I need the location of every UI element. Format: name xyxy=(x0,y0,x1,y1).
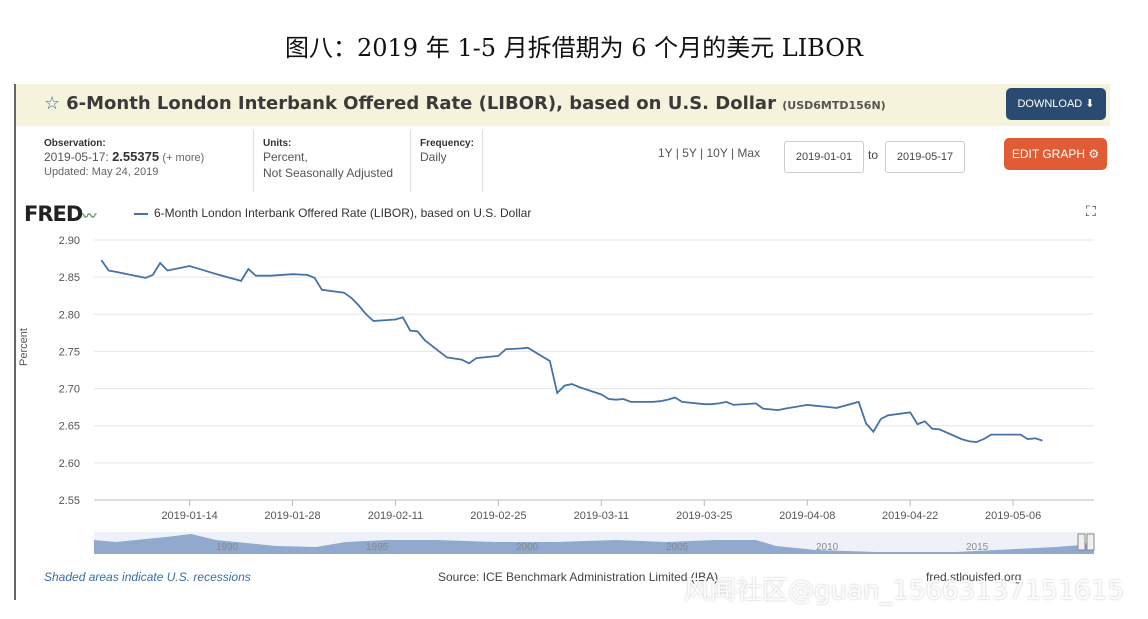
navigator-handle[interactable] xyxy=(1086,533,1095,551)
site-link[interactable]: fred.stlouisfed.org xyxy=(926,570,1022,584)
fred-logo-graph-icon: 〰 xyxy=(82,209,96,225)
navigator-history-area xyxy=(94,534,1094,554)
to-label: to xyxy=(868,148,879,162)
page-title: 图八：2019 年 1-5 月拆借期为 6 个月的美元 LIBOR xyxy=(284,34,863,62)
y-tick-label: 2.90 xyxy=(59,235,80,247)
y-tick-label: 2.65 xyxy=(59,421,80,433)
legend-label: 6-Month London Interbank Offered Rate (L… xyxy=(154,206,532,220)
updated-date: Updated: May 24, 2019 xyxy=(44,166,159,178)
x-tick-label: 2019-04-08 xyxy=(779,510,835,522)
series-title: ☆ 6-Month London Interbank Offered Rate (… xyxy=(44,93,886,114)
fred-logo[interactable]: FRED〰 xyxy=(24,202,96,226)
end-date-input[interactable]: 2019-05-17 xyxy=(885,141,965,173)
source-text: Source: ICE Benchmark Administration Lim… xyxy=(438,570,719,584)
plot-background xyxy=(94,240,1094,500)
y-tick-label: 2.70 xyxy=(59,384,80,396)
x-tick-label: 2019-02-11 xyxy=(368,510,423,522)
observation-label: Observation: xyxy=(44,138,106,149)
x-tick-label: 2019-01-14 xyxy=(161,510,217,522)
y-tick-label: 2.85 xyxy=(59,272,80,284)
divider xyxy=(482,130,483,192)
navigator-year-label: 2010 xyxy=(816,542,839,553)
series-code: (USD6MTD156N) xyxy=(782,99,886,112)
observation-block: Observation: 2019-05-17: 2.55375 (+ more… xyxy=(44,138,204,178)
x-tick-label: 2019-03-11 xyxy=(574,510,629,522)
expand-icon[interactable]: ⛶ xyxy=(1086,204,1096,220)
frequency-value: Daily xyxy=(420,150,447,164)
y-tick-label: 2.55 xyxy=(59,495,80,507)
navigator-year-label: 2015 xyxy=(966,542,989,553)
navigator-year-label: 1990 xyxy=(216,542,239,553)
units-line1: Percent, xyxy=(263,150,308,164)
navigator-year-label: 2000 xyxy=(516,542,539,553)
fred-logo-text: FRED xyxy=(24,202,83,226)
legend-swatch xyxy=(134,212,148,215)
y-tick-label: 2.75 xyxy=(59,346,80,358)
units-line2: Not Seasonally Adjusted xyxy=(263,166,394,180)
star-icon[interactable]: ☆ xyxy=(44,93,61,114)
y-tick-label: 2.60 xyxy=(59,458,80,470)
navigator-year-label: 2005 xyxy=(666,542,689,553)
x-tick-label: 2019-02-25 xyxy=(470,510,526,522)
divider xyxy=(410,130,411,192)
x-tick-label: 2019-03-25 xyxy=(676,510,732,522)
observation-more-link[interactable]: (+ more) xyxy=(162,152,205,164)
edit-graph-button[interactable]: EDIT GRAPH ⚙ xyxy=(1004,138,1107,170)
range-links[interactable]: 1Y | 5Y | 10Y | Max xyxy=(658,146,761,160)
recession-note: Shaded areas indicate U.S. recessions xyxy=(44,570,251,584)
navigator-handle[interactable] xyxy=(1077,533,1086,551)
units-label: Units: xyxy=(263,138,292,149)
observation-date: 2019-05-17: xyxy=(44,150,109,164)
line-chart: 2.55 2.60 2.65 2.70 2.75 2.80 2.85 2.90 2019-01… xyxy=(59,235,1095,554)
observation-value: 2.55375 xyxy=(112,149,160,164)
units-block: Units: Percent, Not Seasonally Adjusted xyxy=(263,138,393,181)
series-title-text: 6-Month London Interbank Offered Rate (L… xyxy=(66,93,776,114)
divider xyxy=(253,130,254,192)
frequency-label: Frequency: xyxy=(420,138,474,149)
chart-legend: 6-Month London Interbank Offered Rate (L… xyxy=(134,206,531,220)
fred-graph-panel: ☆ 6-Month London Interbank Offered Rate (… xyxy=(14,84,1110,600)
x-tick-label: 2019-01-28 xyxy=(264,510,320,522)
series-header: ☆ 6-Month London Interbank Offered Rate (… xyxy=(16,84,1110,126)
download-button[interactable]: DOWNLOAD ⬇ xyxy=(1006,88,1106,120)
x-tick-label: 2019-04-22 xyxy=(882,510,938,522)
range-navigator[interactable]: 1990 1995 2000 2005 2010 2015 xyxy=(94,532,1095,554)
y-tick-label: 2.80 xyxy=(59,309,80,321)
watermark-text: 风闻社区@guan_15663137151615 xyxy=(684,576,1124,606)
start-date-input[interactable]: 2019-01-01 xyxy=(784,141,864,173)
frequency-block: Frequency: Daily xyxy=(420,138,474,165)
series-line xyxy=(100,259,1043,444)
x-tick-label: 2019-05-06 xyxy=(985,510,1041,522)
navigator-year-label: 1995 xyxy=(366,542,389,553)
